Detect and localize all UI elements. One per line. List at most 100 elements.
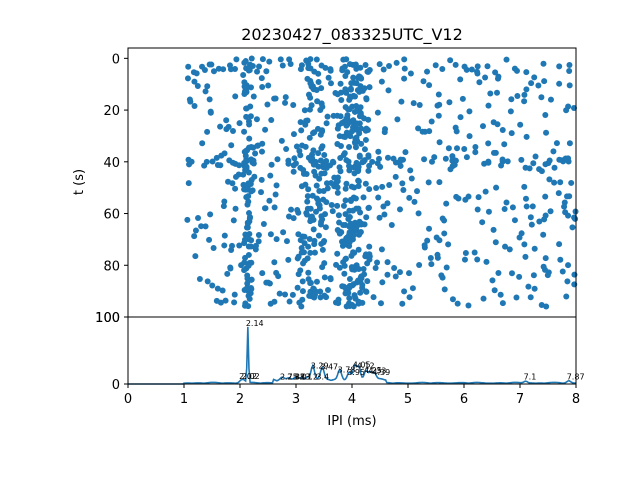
scatter-point bbox=[392, 173, 399, 180]
scatter-point bbox=[532, 153, 539, 160]
scatter-point bbox=[566, 140, 573, 147]
scatter-point bbox=[495, 75, 501, 82]
scatter-point bbox=[309, 192, 316, 199]
scatter-point bbox=[411, 198, 418, 205]
scatter-point bbox=[490, 226, 497, 233]
scatter-point bbox=[242, 302, 248, 309]
scatter-point bbox=[319, 143, 326, 150]
scatter-point bbox=[248, 84, 254, 91]
scatter-point bbox=[286, 56, 293, 63]
scatter-point bbox=[355, 246, 362, 253]
scatter-point bbox=[323, 120, 330, 127]
scatter-point bbox=[260, 221, 267, 228]
scatter-point bbox=[445, 241, 452, 248]
scatter-point bbox=[461, 63, 468, 70]
scatter-point bbox=[242, 186, 249, 193]
scatter-point bbox=[443, 200, 450, 207]
scatter-point bbox=[492, 69, 499, 76]
scatter-point bbox=[199, 140, 206, 147]
scatter-point bbox=[528, 221, 535, 228]
scatter-point bbox=[518, 156, 525, 163]
scatter-point bbox=[243, 88, 250, 95]
scatter-point bbox=[223, 126, 230, 133]
scatter-point bbox=[340, 222, 347, 229]
scatter-point bbox=[498, 162, 505, 169]
scatter-point bbox=[480, 295, 487, 302]
scatter-point bbox=[252, 242, 259, 249]
scatter-point bbox=[363, 214, 370, 221]
scatter-point bbox=[342, 72, 349, 79]
scatter-point bbox=[419, 128, 426, 135]
scatter-point bbox=[303, 170, 310, 177]
scatter-point bbox=[542, 161, 549, 168]
scatter-point bbox=[360, 265, 367, 272]
scatter-point bbox=[442, 155, 449, 162]
scatter-point bbox=[521, 241, 528, 248]
histogram-y-ticks: 0 100 bbox=[95, 311, 128, 393]
scatter-point bbox=[329, 208, 336, 215]
scatter-point bbox=[337, 154, 344, 161]
scatter-point bbox=[401, 288, 408, 295]
scatter-point bbox=[337, 113, 344, 120]
scatter-point bbox=[494, 89, 500, 96]
scatter-point bbox=[381, 211, 388, 218]
scatter-point bbox=[294, 284, 301, 291]
scatter-point bbox=[258, 189, 265, 196]
scatter-point bbox=[185, 180, 192, 187]
peak-label: 2.75 bbox=[280, 373, 298, 382]
scatter-point bbox=[301, 257, 308, 264]
scatter-point bbox=[531, 245, 538, 252]
scatter-point bbox=[287, 61, 294, 68]
scatter-point bbox=[191, 78, 198, 85]
scatter-point bbox=[311, 68, 318, 75]
scatter-point bbox=[375, 194, 382, 201]
scatter-point bbox=[566, 67, 573, 74]
scatter-point bbox=[516, 273, 523, 280]
scatter-point bbox=[474, 206, 481, 213]
scatter-point bbox=[453, 193, 460, 200]
scatter-point bbox=[393, 59, 400, 66]
scatter-point bbox=[266, 197, 273, 204]
scatter-point bbox=[248, 55, 255, 62]
scatter-point bbox=[227, 265, 234, 272]
scatter-point bbox=[538, 302, 545, 309]
scatter-point bbox=[523, 195, 529, 202]
scatter-point bbox=[564, 278, 571, 285]
scatter-point bbox=[523, 203, 530, 210]
scatter-point bbox=[407, 167, 414, 174]
scatter-point bbox=[357, 64, 364, 71]
scatter-point bbox=[414, 188, 421, 195]
scatter-point bbox=[356, 126, 363, 133]
scatter-point bbox=[317, 288, 324, 295]
scatter-point bbox=[476, 79, 483, 86]
scatter-point bbox=[499, 126, 506, 133]
scatter-point bbox=[304, 198, 311, 205]
scatter-point bbox=[427, 255, 434, 262]
scatter-point bbox=[485, 159, 492, 166]
peak-label: 3.1 bbox=[300, 373, 313, 382]
scatter-point bbox=[406, 294, 413, 301]
histogram-line bbox=[128, 326, 577, 385]
scatter-point bbox=[530, 272, 537, 279]
scatter-point bbox=[341, 150, 348, 157]
scatter-point bbox=[544, 272, 551, 279]
scatter-point bbox=[565, 155, 572, 162]
scatter-point bbox=[350, 303, 357, 310]
scatter-point bbox=[415, 125, 422, 132]
scatter-point bbox=[491, 287, 498, 294]
scatter-point bbox=[410, 100, 417, 107]
scatter-point bbox=[357, 289, 364, 296]
scatter-point bbox=[353, 80, 360, 87]
scatter-point bbox=[317, 157, 324, 164]
scatter-point bbox=[346, 167, 353, 174]
scatter-point bbox=[196, 276, 203, 283]
scatter-point bbox=[244, 220, 251, 227]
peak-label: 4.12 bbox=[357, 361, 375, 370]
scatter-point bbox=[409, 285, 416, 292]
scatter-point bbox=[311, 241, 318, 248]
scatter-point bbox=[263, 68, 270, 75]
scatter-point bbox=[370, 294, 377, 301]
scatter-point bbox=[288, 206, 295, 213]
scatter-point bbox=[255, 238, 262, 245]
scatter-point bbox=[447, 57, 454, 64]
